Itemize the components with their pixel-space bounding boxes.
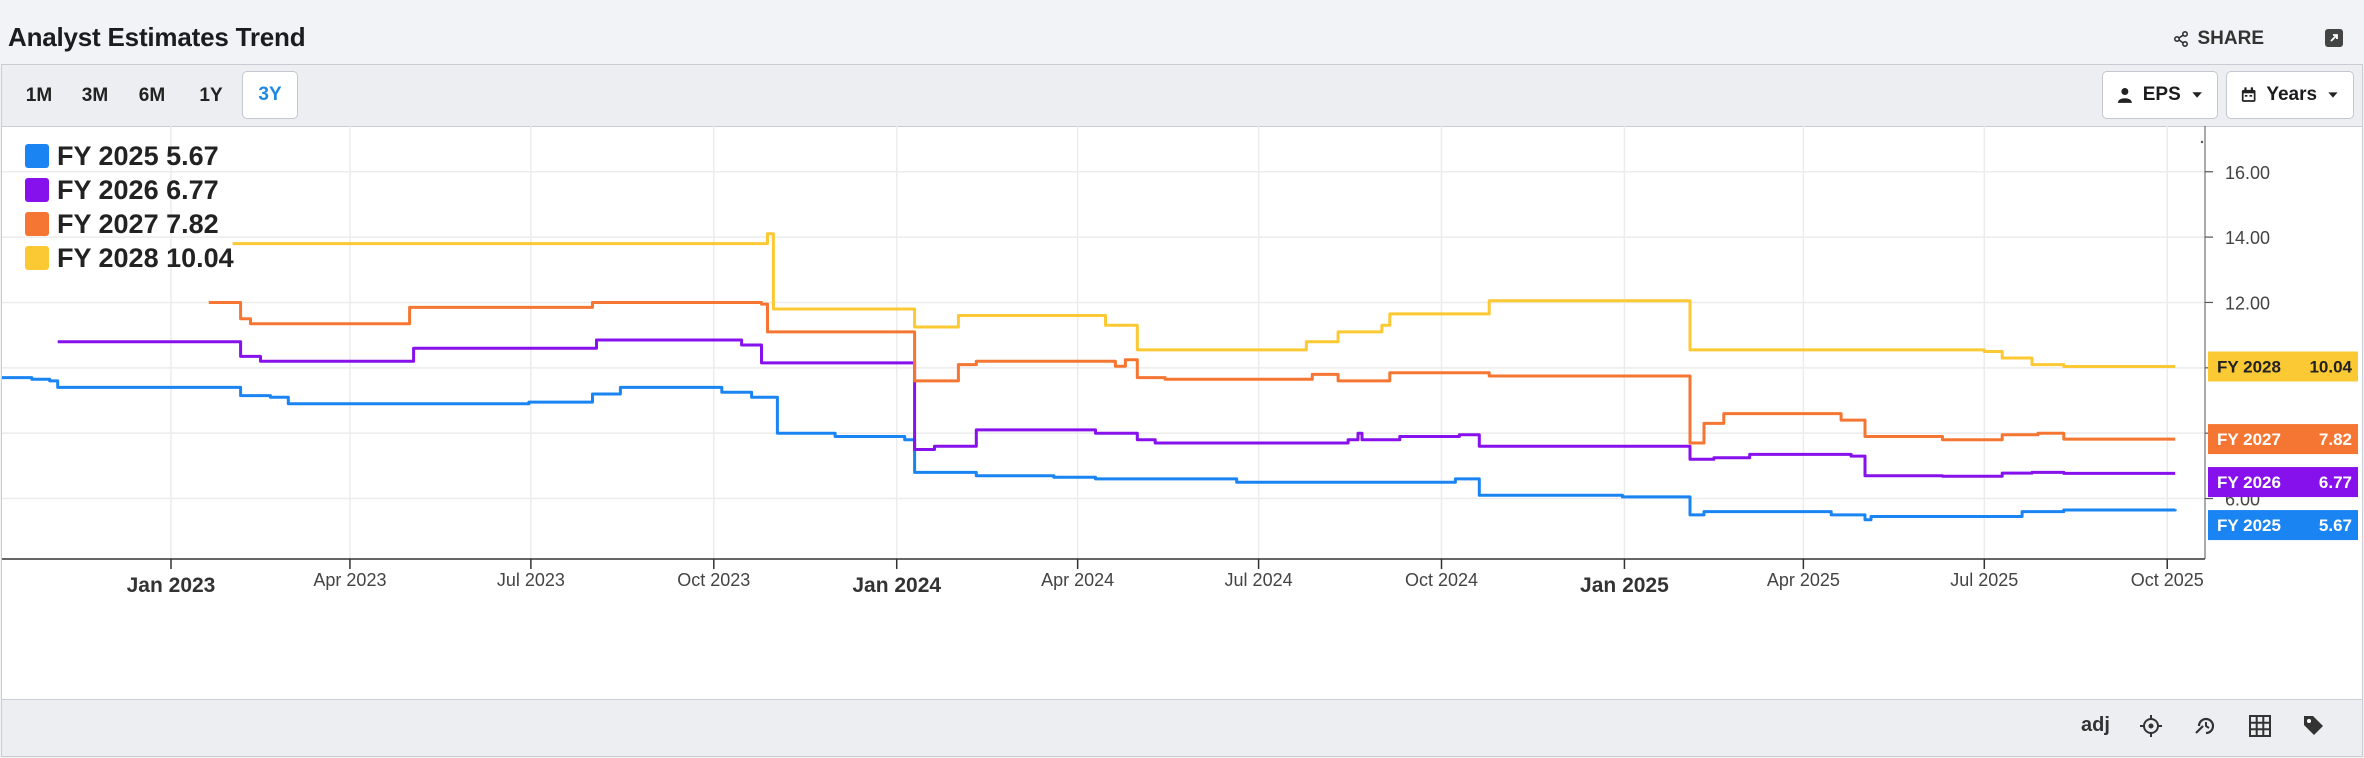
badge-series-name: FY 2027 — [2217, 430, 2281, 449]
y-tick-label: 12.00 — [2225, 293, 2270, 313]
legend-swatch — [25, 246, 49, 270]
history-icon[interactable] — [2194, 714, 2218, 738]
last-value-badge — [2208, 424, 2358, 455]
legend-entry: FY 2026 6.77 — [57, 175, 219, 205]
badge-series-value: 6.77 — [2319, 473, 2352, 492]
estimates-line-chart: Jan 2023 Apr 2023 Jul 2023 Oct 2023 Jan 2024… — [2, 126, 2358, 597]
legend-entry: FY 2028 10.04 — [57, 243, 234, 273]
last-value-badge — [2208, 351, 2358, 382]
badge-series-value: 7.82 — [2319, 430, 2352, 449]
x-tick-label: Oct 2024 — [1405, 570, 1478, 590]
x-tick-label: Jan 2024 — [852, 574, 941, 597]
y-tick-label: 16.00 — [2225, 163, 2270, 183]
last-value-badge — [2208, 467, 2358, 498]
x-tick-label: Jan 2025 — [1580, 574, 1669, 597]
range-3y-button[interactable]: 3Y — [242, 71, 298, 119]
share-label: SHARE — [2197, 28, 2264, 49]
x-tick-label: Jul 2024 — [1225, 570, 1293, 590]
series-line-fy-2025 — [2, 376, 2177, 522]
calendar-icon — [2241, 87, 2256, 102]
chevron-down-icon — [2192, 92, 2202, 98]
chart-footer: adj — [2, 699, 2362, 756]
legend-swatch — [25, 178, 49, 202]
chart-panel: 1M 3M 6M 1Y 3Y EPS Years Jan 2023 Apr 202… — [1, 64, 2363, 757]
range-6m-button[interactable]: 6M — [138, 85, 166, 106]
badge-series-value: 5.67 — [2319, 516, 2352, 535]
share-icon — [2174, 31, 2189, 47]
grid-icon[interactable] — [2248, 714, 2272, 738]
metric-label: EPS — [2142, 84, 2181, 105]
x-tick-label: Oct 2025 — [2131, 570, 2204, 590]
chart-toolbar: 1M 3M 6M 1Y 3Y EPS Years — [2, 65, 2362, 127]
badge-series-value: 10.04 — [2309, 358, 2352, 377]
last-value-badge — [2208, 510, 2358, 541]
badge-series-name: FY 2028 — [2217, 358, 2281, 377]
tags-icon[interactable] — [2302, 714, 2326, 738]
crosshair-icon[interactable] — [2139, 714, 2163, 738]
legend-swatch — [25, 212, 49, 236]
x-tick-label: Apr 2024 — [1041, 570, 1114, 590]
metric-dropdown[interactable]: EPS — [2102, 71, 2218, 119]
legend-swatch — [25, 144, 49, 168]
range-3m-button[interactable]: 3M — [81, 85, 109, 106]
x-tick-label: Jul 2023 — [497, 570, 565, 590]
range-1m-button[interactable]: 1M — [25, 85, 53, 106]
legend-entry: FY 2025 5.67 — [57, 141, 219, 171]
expand-icon[interactable] — [2324, 28, 2344, 48]
adj-toggle[interactable]: adj — [2081, 714, 2110, 736]
chevron-down-icon — [2328, 92, 2338, 98]
x-tick-label: Jul 2025 — [1950, 570, 2018, 590]
series-line-fy-2027 — [208, 301, 2176, 445]
badge-series-name: FY 2025 — [2217, 516, 2281, 535]
legend-entry: FY 2027 7.82 — [57, 209, 219, 239]
axis-dot — [2200, 140, 2204, 144]
series-line-fy-2028 — [232, 232, 2176, 368]
y-tick-label: 14.00 — [2225, 228, 2270, 248]
share-button[interactable]: SHARE — [2173, 28, 2264, 50]
x-tick-label: Jan 2023 — [127, 574, 216, 597]
series-line-fy-2026 — [57, 338, 2176, 478]
range-1y-button[interactable]: 1Y — [199, 85, 223, 106]
page-title: Analyst Estimates Trend — [8, 22, 306, 52]
badge-series-name: FY 2026 — [2217, 473, 2281, 492]
period-label: Years — [2266, 84, 2318, 105]
x-tick-label: Apr 2025 — [1767, 570, 1840, 590]
person-icon — [2117, 88, 2132, 103]
x-tick-label: Apr 2023 — [313, 570, 386, 590]
x-tick-label: Oct 2023 — [677, 570, 750, 590]
period-dropdown[interactable]: Years — [2226, 71, 2354, 119]
